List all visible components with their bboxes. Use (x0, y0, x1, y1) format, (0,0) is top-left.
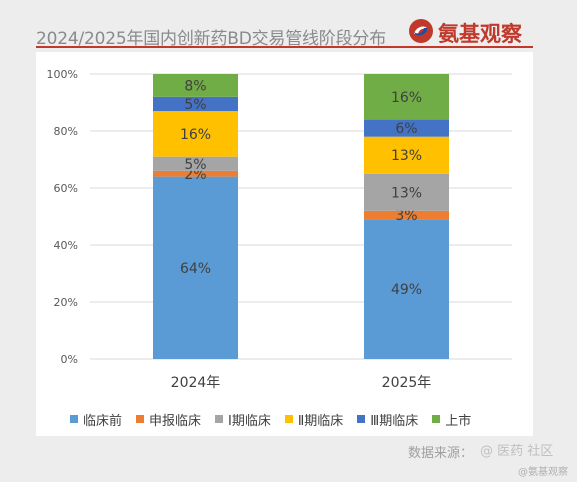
legend-item: Ⅰ期临床 (215, 410, 271, 429)
legend-swatch (357, 415, 366, 423)
bar-segment (153, 176, 238, 359)
swirl-logo-icon (409, 19, 433, 43)
data-source: 数据来源： (408, 446, 474, 461)
legend-item: Ⅱ期临床 (284, 410, 344, 429)
bar-segment (153, 74, 238, 97)
legend-label: Ⅲ期临床 (370, 413, 419, 429)
x-category-label: 2025年 (382, 375, 432, 391)
data-label: 3% (395, 208, 417, 224)
legend-item: 临床前 (70, 410, 122, 429)
bar-segment (153, 96, 238, 112)
bar-segment (364, 210, 449, 220)
data-label: 5% (184, 157, 206, 173)
brand-logo: 氨基观察 (408, 16, 538, 46)
legend-label: 临床前 (83, 413, 123, 429)
data-label: 5% (184, 97, 206, 113)
y-tick-label: 0% (61, 353, 78, 366)
legend-label: 上市 (445, 413, 472, 429)
legend-label: Ⅱ期临床 (297, 413, 344, 429)
bar-segment (364, 119, 449, 137)
y-tick-label: 40% (54, 239, 78, 252)
legend-swatch (70, 415, 78, 423)
legend-swatch (215, 415, 224, 423)
x-category-label: 2024年 (171, 375, 221, 391)
bar-segment (153, 156, 238, 171)
data-label: 8% (184, 78, 206, 94)
bar-segment (364, 136, 449, 174)
bar-segment (364, 219, 449, 359)
y-tick-label: 80% (54, 125, 78, 138)
header: 2024/2025年国内创新药BD交易管线阶段分布 氨基观察 (0, 0, 577, 52)
data-label: 13% (391, 185, 422, 201)
brand-name: 氨基观察 (438, 22, 522, 46)
y-tick-label: 20% (54, 296, 78, 309)
watermark-text: @ 医药 社区 (480, 444, 554, 459)
data-label: 13% (391, 148, 422, 164)
data-label: 16% (391, 90, 422, 106)
watermark-small: @氨基观察 (518, 467, 568, 478)
stacked-bar-chart: 0%20%40%60%80%100%64%2%5%16%5%8%2024年49%… (47, 68, 512, 391)
y-tick-label: 60% (54, 182, 78, 195)
bar-segment (364, 173, 449, 211)
chart-panel: 0% 20% 40% 60% 80% 100% 64% 2% 5% 16% 5% 8% 2024年 49%… (36, 52, 533, 436)
data-label: 49% (391, 282, 422, 298)
data-label: 64% (180, 261, 211, 277)
legend-swatch (284, 415, 293, 423)
chart-title: 2024/2025年国内创新药BD交易管线阶段分布 (36, 29, 387, 49)
legend-item: Ⅲ期临床 (357, 410, 418, 429)
y-tick-label: 100% (47, 68, 78, 81)
bar-segment (153, 170, 238, 177)
bar-segment (153, 111, 238, 157)
legend-swatch (136, 415, 145, 423)
legend-label: 申报临床 (149, 413, 202, 429)
bar-segment (364, 74, 449, 120)
legend-swatch (432, 415, 441, 423)
data-label: 16% (180, 127, 211, 143)
legend-label: Ⅰ期临床 (228, 413, 271, 429)
data-label: 6% (395, 121, 417, 137)
legend-item: 申报临床 (136, 410, 201, 429)
title-underline (36, 46, 533, 48)
legend: 临床前 申报临床 Ⅰ期临床 Ⅱ期临床 Ⅲ期临床 上市 (70, 410, 471, 429)
legend-item: 上市 (432, 410, 471, 429)
